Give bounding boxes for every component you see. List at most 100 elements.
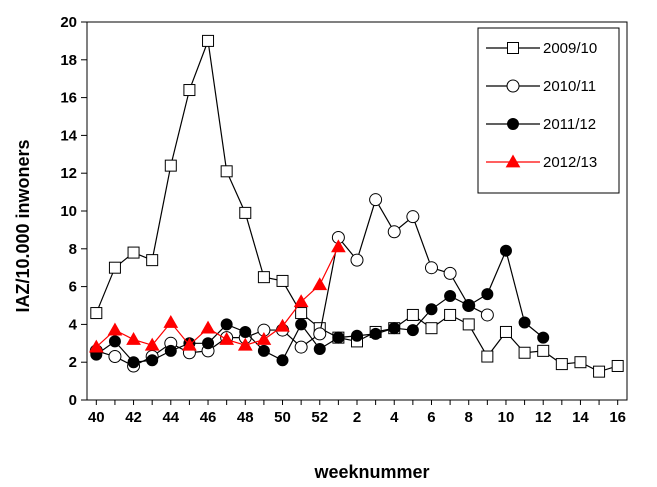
y-tick-label: 4 (69, 316, 78, 333)
data-point (555, 358, 568, 371)
data-point (574, 356, 587, 369)
data-point (424, 261, 438, 275)
data-point (537, 331, 550, 344)
data-point (313, 327, 327, 341)
data-point (108, 350, 122, 364)
data-point (406, 308, 419, 321)
data-point (146, 254, 159, 267)
data-point (518, 316, 531, 329)
data-point (388, 322, 401, 335)
data-point (146, 354, 159, 367)
data-point (387, 225, 401, 239)
x-tick-label: 44 (162, 409, 179, 426)
x-tick-label: 12 (535, 409, 552, 426)
data-point (182, 337, 197, 351)
y-tick-label: 12 (60, 165, 77, 182)
data-point (107, 322, 123, 336)
data-point (295, 318, 308, 331)
data-point (144, 337, 160, 351)
data-point (239, 206, 252, 219)
data-point (183, 84, 196, 97)
data-point (505, 154, 521, 168)
data-point (313, 342, 326, 355)
series-layer (88, 34, 624, 378)
x-tick-label: 50 (274, 409, 291, 426)
data-point (202, 34, 215, 47)
data-point (90, 307, 103, 320)
data-point (219, 332, 235, 345)
x-tick-label: 48 (237, 409, 254, 426)
legend-entry-label: 2011/12 (543, 116, 596, 133)
data-point (256, 332, 272, 345)
y-tick-label: 10 (60, 203, 77, 220)
x-tick-label: 2 (353, 409, 361, 426)
data-point (593, 365, 606, 378)
data-point (257, 344, 270, 357)
data-point (293, 294, 309, 308)
legend-entry-label: 2012/13 (543, 154, 597, 171)
data-point (220, 318, 233, 331)
x-tick-label: 4 (390, 409, 399, 426)
data-point (369, 327, 382, 340)
data-point (164, 159, 177, 172)
x-tick-label: 16 (609, 409, 626, 426)
y-tick-label: 18 (60, 52, 77, 69)
data-point (88, 339, 104, 353)
data-point (163, 315, 179, 328)
data-point (444, 308, 457, 321)
data-point (294, 340, 308, 354)
x-axis-title: weeknummer (313, 462, 429, 482)
y-tick-label: 6 (69, 279, 77, 296)
y-tick-label: 20 (60, 14, 77, 31)
data-point (406, 210, 420, 224)
data-point (507, 42, 519, 54)
y-tick-label: 16 (60, 90, 77, 107)
series-2011-12 (90, 244, 550, 369)
x-tick-label: 52 (311, 409, 328, 426)
x-tick-label: 10 (498, 409, 515, 426)
data-point (202, 337, 215, 350)
data-point (462, 318, 475, 331)
legend: 2009/10 2010/11 2011/12 2012/13 (477, 27, 620, 194)
data-point (444, 290, 457, 303)
data-point (220, 165, 233, 178)
y-axis-title: IAZ/10.000 inwoners (13, 139, 33, 312)
data-point (537, 344, 550, 357)
data-point (127, 356, 140, 369)
data-point (406, 324, 419, 337)
y-tick-label: 2 (69, 354, 77, 371)
data-point (331, 239, 346, 253)
data-point (108, 261, 121, 274)
data-point (481, 350, 494, 363)
data-point (499, 244, 512, 257)
data-point (312, 277, 328, 291)
data-point (126, 332, 141, 345)
data-point (350, 253, 364, 267)
data-point (462, 299, 475, 312)
data-point (481, 288, 494, 301)
data-point (611, 359, 624, 372)
data-point (369, 193, 383, 207)
x-tick-label: 6 (427, 409, 435, 426)
x-tick-label: 42 (125, 409, 142, 426)
data-point (480, 308, 494, 322)
data-point (507, 118, 519, 130)
legend-box (477, 27, 620, 194)
data-point (332, 331, 345, 344)
data-point (239, 325, 252, 338)
series-line (96, 198, 488, 367)
data-point (257, 271, 270, 284)
data-point (443, 266, 457, 280)
data-point (295, 307, 308, 320)
data-point (237, 337, 253, 351)
x-tick-label: 40 (88, 409, 105, 426)
x-tick-label: 46 (200, 409, 217, 426)
data-point (127, 246, 140, 259)
data-point (276, 354, 289, 367)
data-point (518, 346, 531, 359)
y-tick-label: 14 (60, 127, 77, 144)
legend-entry-label: 2009/10 (543, 40, 597, 57)
x-tick-label: 14 (572, 409, 589, 426)
